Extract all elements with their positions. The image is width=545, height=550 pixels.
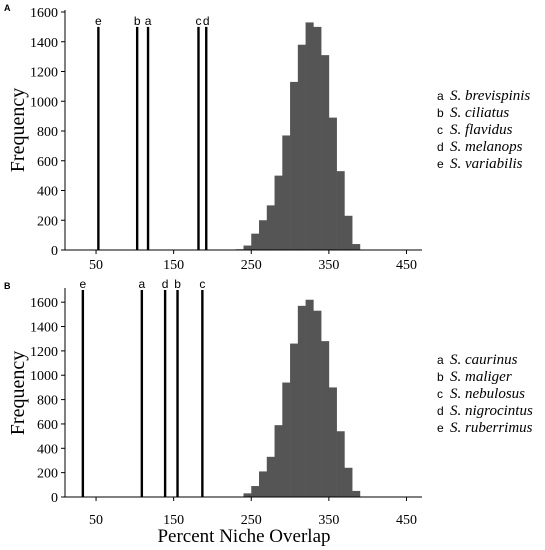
y-axis-label: Frequency bbox=[7, 351, 29, 435]
y-tick-label: 0 bbox=[51, 244, 58, 259]
y-tick-label: 800 bbox=[37, 394, 58, 409]
observed-line-label: c bbox=[199, 277, 205, 291]
y-axis-label: Frequency bbox=[7, 88, 29, 172]
legend-entry: S. brevispinis bbox=[450, 88, 530, 104]
x-tick-label: 350 bbox=[318, 258, 339, 273]
y-tick-label: 1600 bbox=[30, 296, 58, 311]
x-tick-label: 150 bbox=[163, 513, 184, 528]
histogram-bar bbox=[352, 244, 361, 250]
legend-letter: b bbox=[437, 370, 444, 384]
legend-letter: d bbox=[437, 140, 444, 154]
y-tick-label: 200 bbox=[37, 467, 58, 482]
y-tick-label: 1000 bbox=[30, 95, 58, 110]
histogram-bar bbox=[282, 135, 291, 250]
y-tick-label: 800 bbox=[37, 125, 58, 140]
legend-letter: e bbox=[437, 421, 444, 435]
panel-letter: A bbox=[4, 3, 11, 13]
observed-line-label: d bbox=[203, 14, 210, 28]
x-tick-label: 150 bbox=[163, 258, 184, 273]
legend-entry: S. nebulosus bbox=[450, 386, 525, 402]
y-tick-label: 1200 bbox=[30, 66, 58, 81]
histogram-bar bbox=[328, 117, 337, 250]
histogram-bar bbox=[251, 486, 260, 497]
legend-entry: S. caurinus bbox=[450, 352, 518, 368]
histogram-bar bbox=[305, 22, 314, 250]
histogram-bar bbox=[259, 220, 268, 250]
histogram-bar bbox=[259, 471, 268, 497]
observed-line-label: b bbox=[134, 14, 141, 28]
legend-letter: a bbox=[437, 89, 444, 103]
y-tick-label: 1400 bbox=[30, 36, 58, 51]
histogram-bar bbox=[336, 431, 345, 497]
x-tick-label: 250 bbox=[241, 258, 262, 273]
panel-letter: B bbox=[4, 281, 11, 291]
histogram-bar bbox=[274, 425, 283, 497]
legend-entry: S. maliger bbox=[450, 369, 512, 385]
histogram-bar bbox=[313, 310, 322, 497]
y-tick-label: 400 bbox=[37, 185, 58, 200]
y-tick-label: 1000 bbox=[30, 369, 58, 384]
histogram-bar bbox=[290, 81, 299, 250]
legend-entry: S. ruberrimus bbox=[450, 420, 533, 436]
y-tick-label: 1200 bbox=[30, 345, 58, 360]
histogram-bar bbox=[344, 215, 353, 250]
legend-letter: d bbox=[437, 404, 444, 418]
legend: a S. caurinus b S. maliger c S. nebulosus d S. … bbox=[437, 352, 533, 436]
histogram-bar bbox=[328, 387, 337, 497]
x-tick-label: 250 bbox=[241, 513, 262, 528]
histogram-bar bbox=[251, 233, 260, 250]
legend-letter: c bbox=[437, 123, 443, 137]
histogram-bar bbox=[352, 490, 361, 497]
legend-entry: S. ciliatus bbox=[450, 105, 509, 121]
legend-entry: S. nigrocintus bbox=[450, 403, 533, 419]
legend-letter: a bbox=[437, 353, 444, 367]
histogram-bar bbox=[290, 343, 299, 497]
legend-letter: b bbox=[437, 106, 444, 120]
observed-line-label: b bbox=[174, 277, 181, 291]
x-axis-label: Percent Niche Overlap bbox=[157, 526, 330, 547]
x-tick-label: 50 bbox=[89, 258, 103, 273]
x-tick-label: 350 bbox=[318, 513, 339, 528]
histogram-bar bbox=[266, 205, 275, 250]
y-tick-label: 1400 bbox=[30, 321, 58, 336]
observed-line-label: a bbox=[145, 14, 152, 28]
histogram-bar bbox=[336, 171, 345, 250]
observed-line-label: d bbox=[162, 277, 169, 291]
histogram-bar bbox=[274, 175, 283, 250]
histogram-bar bbox=[313, 26, 322, 250]
histogram-bar bbox=[321, 341, 330, 497]
x-tick-label: 50 bbox=[89, 513, 103, 528]
legend-entry: S. variabilis bbox=[450, 156, 523, 172]
legend-letter: c bbox=[437, 387, 443, 401]
histogram-bar bbox=[297, 305, 306, 497]
y-tick-label: 0 bbox=[51, 491, 58, 506]
observed-line-label: c bbox=[195, 14, 201, 28]
y-tick-label: 400 bbox=[37, 442, 58, 457]
legend: a S. brevispinis b S. ciliatus c S. flavidus d… bbox=[437, 88, 530, 172]
legend-entry: S. flavidus bbox=[450, 122, 513, 138]
observed-line-label: e bbox=[80, 277, 87, 291]
histogram-bar bbox=[243, 493, 252, 497]
histogram-bar bbox=[266, 456, 275, 497]
y-tick-label: 1600 bbox=[30, 6, 58, 21]
histogram-bar bbox=[321, 55, 330, 251]
histogram-bar bbox=[344, 467, 353, 497]
y-tick-label: 600 bbox=[37, 418, 58, 433]
observed-line-label: a bbox=[138, 277, 145, 291]
x-tick-label: 450 bbox=[396, 513, 417, 528]
legend-entry: S. melanops bbox=[450, 139, 523, 155]
y-tick-label: 600 bbox=[37, 155, 58, 170]
observed-line-label: e bbox=[95, 14, 102, 28]
legend-letter: e bbox=[437, 157, 444, 171]
histogram-bar bbox=[243, 245, 252, 250]
histogram-bar bbox=[297, 44, 306, 250]
x-tick-label: 450 bbox=[396, 258, 417, 273]
y-tick-label: 200 bbox=[37, 214, 58, 229]
histogram-bar bbox=[305, 299, 314, 497]
histogram-bar bbox=[282, 382, 291, 497]
